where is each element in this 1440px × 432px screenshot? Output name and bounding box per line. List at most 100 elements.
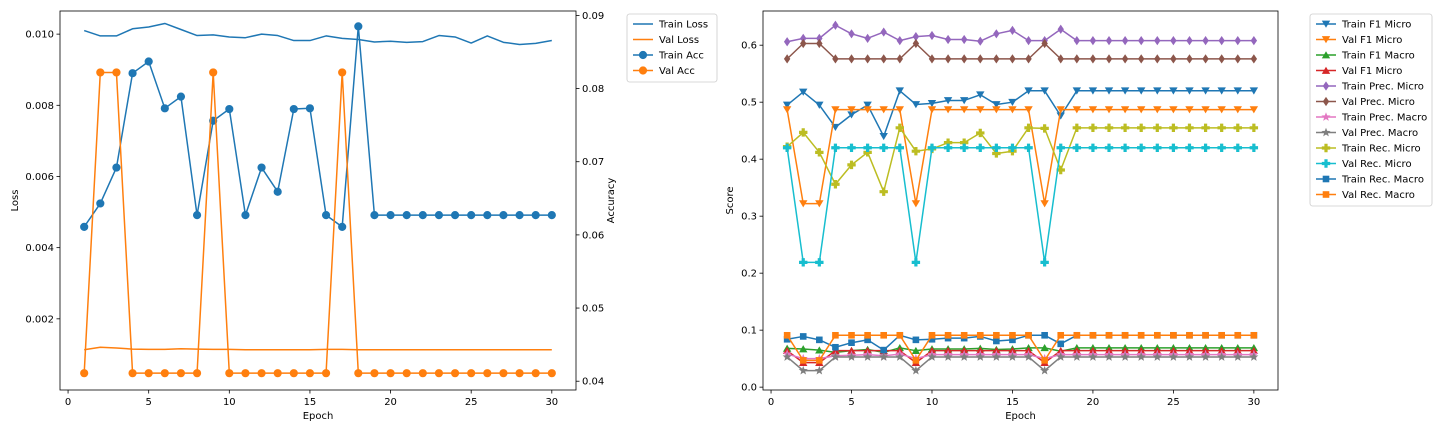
series-train-prec-micro-4 xyxy=(783,20,1258,47)
data-point-val-prec-macro xyxy=(959,352,969,361)
data-point-val-prec-micro xyxy=(1009,54,1016,64)
series-val-f1-micro-1 xyxy=(782,106,1259,208)
data-point-val-prec-macro xyxy=(1201,352,1211,361)
data-point-train-rec-micro xyxy=(1137,123,1146,133)
data-point-val-rec-micro xyxy=(1233,143,1242,152)
data-point-train-f1-micro xyxy=(976,91,985,99)
data-point-val-rec-macro xyxy=(848,331,855,339)
data-point-train-prec-micro xyxy=(960,34,968,45)
data-point-val-prec-micro xyxy=(896,54,903,64)
data-point-train-acc xyxy=(241,211,250,220)
data-point-train-rec-micro xyxy=(1249,123,1259,133)
x-axis-label: Epoch xyxy=(303,411,334,422)
data-point-val-prec-macro xyxy=(1233,352,1243,361)
data-point-val-acc xyxy=(160,369,169,378)
data-point-train-rec-macro xyxy=(1057,340,1065,348)
data-point-val-rec-macro xyxy=(832,331,839,339)
data-point-val-f1-micro xyxy=(1104,106,1114,114)
legend-item-train-f1-micro: Train F1 Micro xyxy=(1316,20,1411,31)
data-point-val-rec-macro xyxy=(993,331,1000,339)
series-line-train-f1-macro xyxy=(787,347,1254,354)
x-tick-label: 0 xyxy=(768,397,774,408)
legend-item-val-acc: Val Acc xyxy=(633,66,695,77)
data-point-train-prec-micro xyxy=(1218,36,1225,46)
data-point-train-f1-micro xyxy=(1008,98,1017,106)
data-point-train-f1-micro xyxy=(847,111,856,119)
series-line-train-acc xyxy=(83,25,552,228)
data-point-val-prec-micro xyxy=(944,54,952,64)
data-point-train-f1-micro xyxy=(1024,87,1033,95)
data-point-val-prec-micro xyxy=(1250,54,1258,64)
data-point-val-rec-macro xyxy=(799,357,807,364)
data-point-train-prec-micro xyxy=(1009,25,1016,35)
data-point-val-f1-micro xyxy=(1056,106,1065,114)
data-point-train-f1-micro xyxy=(927,99,937,108)
data-point-train-acc xyxy=(160,104,169,113)
loss-accuracy-chart: 0 5 10 15 20 25 30 0.002 0.004 0.006 0.008 0.010 0.0… xyxy=(10,10,718,422)
data-point-val-rec-micro xyxy=(831,143,840,152)
data-point-val-prec-micro xyxy=(993,54,1000,64)
data-point-val-prec-macro xyxy=(1072,352,1082,361)
data-point-train-prec-micro xyxy=(1202,36,1209,46)
data-point-train-f1-micro xyxy=(782,101,792,109)
legend-marker xyxy=(1321,143,1331,153)
data-point-val-rec-macro xyxy=(1089,331,1097,339)
data-point-val-prec-macro xyxy=(943,352,953,361)
data-point-val-rec-micro xyxy=(1249,143,1259,152)
data-point-val-rec-macro xyxy=(1105,331,1113,339)
legend-label: Train Rec. Micro xyxy=(1341,144,1421,155)
data-point-train-rec-macro xyxy=(783,335,791,343)
data-point-train-f1-micro xyxy=(1153,87,1162,95)
data-point-val-rec-micro xyxy=(1185,143,1194,152)
data-point-train-rec-macro xyxy=(799,333,807,340)
data-point-val-rec-macro xyxy=(1170,331,1177,339)
data-point-train-f1-micro xyxy=(1201,87,1210,95)
data-point-train-prec-micro xyxy=(896,36,903,46)
legend-label: Val Rec. Macro xyxy=(1342,190,1415,201)
data-point-train-f1-micro xyxy=(799,88,808,96)
data-point-val-prec-macro xyxy=(1023,352,1034,361)
data-point-val-prec-micro xyxy=(800,38,807,49)
data-point-train-prec-micro xyxy=(944,34,952,45)
data-point-val-acc xyxy=(499,369,508,378)
data-point-val-acc xyxy=(192,369,202,378)
plot-frame xyxy=(59,10,577,391)
y-axis-label: Loss xyxy=(10,190,21,212)
data-point-train-acc xyxy=(338,222,347,231)
data-point-val-prec-micro xyxy=(1202,54,1209,64)
data-point-train-rec-micro xyxy=(895,123,904,133)
legend-box xyxy=(626,13,718,83)
data-point-val-acc xyxy=(209,68,218,77)
legend-item-val-prec-micro: Val Prec. Micro xyxy=(1316,96,1415,108)
legend-item-train-f1-macro: Train F1 Macro xyxy=(1316,51,1415,62)
data-point-val-prec-macro xyxy=(1217,352,1227,361)
data-point-train-rec-micro xyxy=(1153,123,1162,133)
data-point-val-f1-micro xyxy=(815,200,824,208)
data-point-val-f1-micro xyxy=(1201,106,1210,114)
data-point-val-prec-macro xyxy=(1007,352,1018,361)
y-right-axis-label: Accuracy xyxy=(606,178,617,224)
data-point-train-prec-micro xyxy=(1250,36,1258,46)
x-tick-label: 25 xyxy=(465,397,478,408)
data-point-val-rec-macro xyxy=(1250,331,1258,339)
data-point-val-f1-micro xyxy=(992,106,1001,114)
data-point-val-prec-micro xyxy=(1089,54,1097,64)
data-point-train-rec-micro xyxy=(992,149,1001,158)
data-point-val-rec-micro xyxy=(815,258,824,267)
data-point-val-f1-micro xyxy=(863,106,872,114)
data-point-val-acc xyxy=(257,369,266,378)
data-point-train-f1-micro xyxy=(1104,87,1114,95)
series-line-train-loss xyxy=(83,22,552,46)
x-tick-label: 15 xyxy=(304,397,317,408)
data-point-val-prec-macro xyxy=(927,352,937,361)
series-train-loss-0 xyxy=(83,22,552,46)
data-point-train-prec-micro xyxy=(928,30,936,41)
legend-label: Train Acc xyxy=(658,51,704,62)
data-point-val-prec-micro xyxy=(928,54,936,64)
data-point-val-rec-macro xyxy=(928,331,936,339)
legend-marker xyxy=(1321,20,1331,28)
data-point-train-f1-macro xyxy=(911,346,921,355)
x-tick-label: 20 xyxy=(1087,397,1100,408)
data-point-train-prec-micro xyxy=(1138,36,1145,46)
series-val-prec-micro-5 xyxy=(783,38,1258,64)
